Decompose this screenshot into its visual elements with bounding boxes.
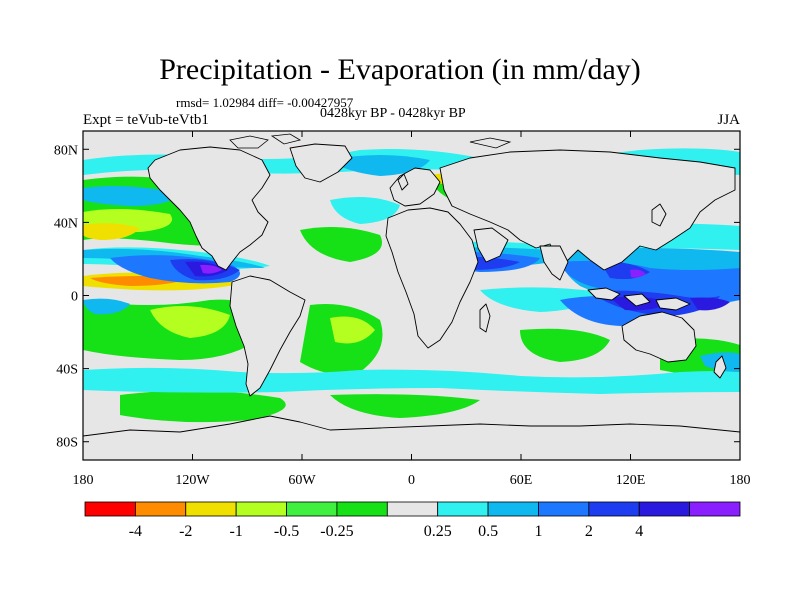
colorbar-swatch [386,501,439,517]
madagascar [479,303,491,333]
colorbar-label: 4 [635,523,643,540]
lon-tick-label: 120E [616,473,646,488]
colorbar-label: 2 [585,523,593,540]
colorbar-swatch [185,501,237,517]
colorbar-label: -1 [229,523,242,540]
continents [83,143,740,460]
lon-tick-label: 180 [73,473,94,488]
africa [385,207,479,349]
colorbar-label: 0.5 [478,523,498,540]
greenland [289,143,353,183]
north-america [147,146,271,271]
lat-tick-label: 40S [56,363,78,378]
colorbar: -4 -2 -1 -0.5 -0.25 0.25 0.5 1 2 4 [84,501,741,540]
season-label: JJA [717,112,740,128]
australia [621,311,697,363]
lon-tick-label: 0 [408,473,415,488]
colorbar-swatch [538,501,590,517]
indonesia [587,287,691,311]
colorbar-label: 0.25 [424,523,452,540]
figure-title: Precipitation - Evaporation (in mm/day) [159,53,641,86]
lon-tick-label: 60E [510,473,533,488]
colorbar-swatch [235,501,287,517]
lon-tick-label: 180 [730,473,751,488]
experiment-label: Expt = teVub-teVtb1 [83,112,209,128]
colorbar-swatch [84,501,136,517]
contour-fill-strong-positive [110,251,740,326]
colorbar-label: -4 [129,523,142,540]
field-layer [83,131,740,460]
lon-axis: 180 120W 60W 0 60E 120E 180 [73,131,751,488]
lat-tick-label: 80S [56,436,78,451]
new-zealand [713,355,727,379]
colorbar-swatch [437,501,489,517]
asia [439,149,736,271]
lon-tick-label: 60W [288,473,316,488]
japan [651,203,667,227]
arabia [473,227,509,263]
british-isles [397,173,409,191]
india [539,245,569,281]
antarctica [83,415,740,460]
lat-tick-label: 0 [71,290,78,305]
lat-tick-label: 40N [54,216,78,231]
colorbar-swatch [588,501,640,517]
south-america [229,275,306,397]
colorbar-swatch [638,501,691,517]
colorbar-label: -0.5 [274,523,299,540]
colorbar-label: -0.25 [320,523,353,540]
colorbar-label: 1 [534,523,542,540]
lat-axis: 80N 40N 0 40S 80S [54,143,740,451]
colorbar-swatch [487,501,539,517]
colorbar-swatch [336,501,388,517]
lat-tick-label: 80N [54,143,78,158]
arctic-islands [229,133,512,149]
colorbar-swatch [286,501,338,517]
lon-tick-label: 120W [175,473,210,488]
stats-text: rmsd= 1.02984 diff= -0.00427957 [176,95,354,110]
colorbar-label: -2 [179,523,192,540]
period-text: 0428kyr BP - 0428kyr BP [320,106,466,121]
colorbar-swatch [134,501,187,517]
colorbar-swatch [689,501,741,517]
